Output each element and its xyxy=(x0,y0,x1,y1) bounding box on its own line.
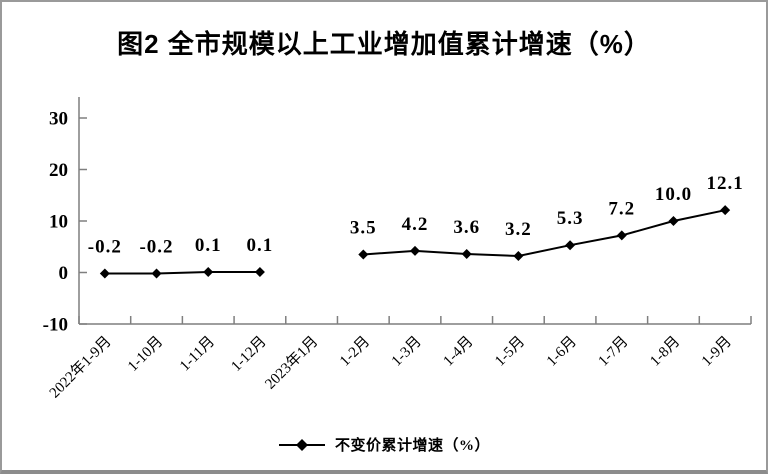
data-point-label: 3.5 xyxy=(350,217,377,238)
x-axis-category-label: 1-4月 xyxy=(440,334,476,370)
data-point-marker xyxy=(513,251,524,262)
data-point-marker xyxy=(358,249,369,260)
x-axis-category-label: 1-5月 xyxy=(492,334,528,370)
y-axis-tick-label: 10 xyxy=(49,212,68,233)
data-point-label: 10.0 xyxy=(655,184,692,205)
data-point-marker xyxy=(410,245,420,256)
x-axis-category-label: 1-8月 xyxy=(647,334,683,370)
x-axis-category-label: 1-11月 xyxy=(177,334,218,375)
series-line xyxy=(363,209,726,258)
data-point-label: 12.1 xyxy=(707,173,744,194)
legend-series-label: 不变价累计增速（%） xyxy=(334,438,490,454)
data-point-label: 0.1 xyxy=(247,235,274,256)
chart-title: 图2 全市规模以上工业增加值累计增速（%） xyxy=(117,29,651,59)
data-point-label: -0.2 xyxy=(88,237,122,258)
data-point-label: 3.2 xyxy=(505,219,532,240)
y-axis-tick-label: 0 xyxy=(59,263,69,284)
data-point-marker xyxy=(99,268,110,279)
data-point-label: 3.6 xyxy=(453,217,480,238)
data-point-marker xyxy=(616,230,627,241)
x-axis-category-label: 2023年1月 xyxy=(262,333,322,393)
x-axis-category-label: 1-10月 xyxy=(125,334,166,375)
data-point-label: 4.2 xyxy=(402,214,429,235)
data-point-marker xyxy=(668,216,679,226)
data-point-label: 7.2 xyxy=(608,198,635,219)
x-axis-category-label: 1-9月 xyxy=(699,334,735,370)
data-point-label: -0.2 xyxy=(139,237,173,258)
data-point-marker xyxy=(720,205,731,216)
data-point-marker xyxy=(203,266,214,277)
data-point-label: 0.1 xyxy=(195,235,222,256)
x-axis-category-label: 1-6月 xyxy=(544,334,580,370)
x-axis-category-label: 2022年1-9月 xyxy=(46,333,115,402)
x-axis-category-label: 1-3月 xyxy=(389,334,425,370)
x-axis-category-label: 1-12月 xyxy=(228,334,269,375)
data-point-marker xyxy=(254,266,265,277)
legend-marker-icon xyxy=(278,438,325,451)
x-axis-category-label: 1-7月 xyxy=(596,334,632,370)
data-point-label: 5.3 xyxy=(557,208,584,229)
y-axis-tick-label: 30 xyxy=(49,109,68,130)
x-axis-category-label: 1-2月 xyxy=(337,334,373,370)
data-point-marker xyxy=(151,268,162,279)
data-point-marker xyxy=(565,240,576,251)
y-axis-tick-label: 20 xyxy=(49,160,68,181)
data-point-marker xyxy=(461,248,472,259)
y-axis-tick-label: -10 xyxy=(43,315,68,336)
legend: 不变价累计增速（%） xyxy=(2,434,766,455)
series-line xyxy=(104,270,260,275)
